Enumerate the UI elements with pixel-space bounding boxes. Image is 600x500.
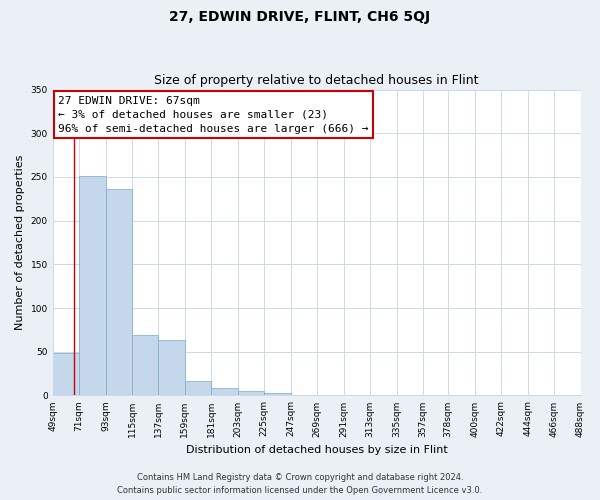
Y-axis label: Number of detached properties: Number of detached properties bbox=[15, 155, 25, 330]
Bar bbox=[79, 176, 106, 396]
Bar bbox=[53, 354, 79, 396]
Text: Contains HM Land Registry data © Crown copyright and database right 2024.
Contai: Contains HM Land Registry data © Crown c… bbox=[118, 474, 482, 495]
X-axis label: Distribution of detached houses by size in Flint: Distribution of detached houses by size … bbox=[186, 445, 448, 455]
Bar bbox=[238, 391, 264, 396]
Bar bbox=[158, 340, 185, 396]
Bar bbox=[211, 388, 238, 396]
Bar bbox=[185, 380, 211, 396]
Bar bbox=[264, 393, 291, 396]
Title: Size of property relative to detached houses in Flint: Size of property relative to detached ho… bbox=[154, 74, 479, 87]
Text: 27 EDWIN DRIVE: 67sqm
← 3% of detached houses are smaller (23)
96% of semi-detac: 27 EDWIN DRIVE: 67sqm ← 3% of detached h… bbox=[58, 96, 368, 134]
Text: 27, EDWIN DRIVE, FLINT, CH6 5QJ: 27, EDWIN DRIVE, FLINT, CH6 5QJ bbox=[169, 10, 431, 24]
Bar bbox=[132, 335, 158, 396]
Bar bbox=[106, 189, 132, 396]
